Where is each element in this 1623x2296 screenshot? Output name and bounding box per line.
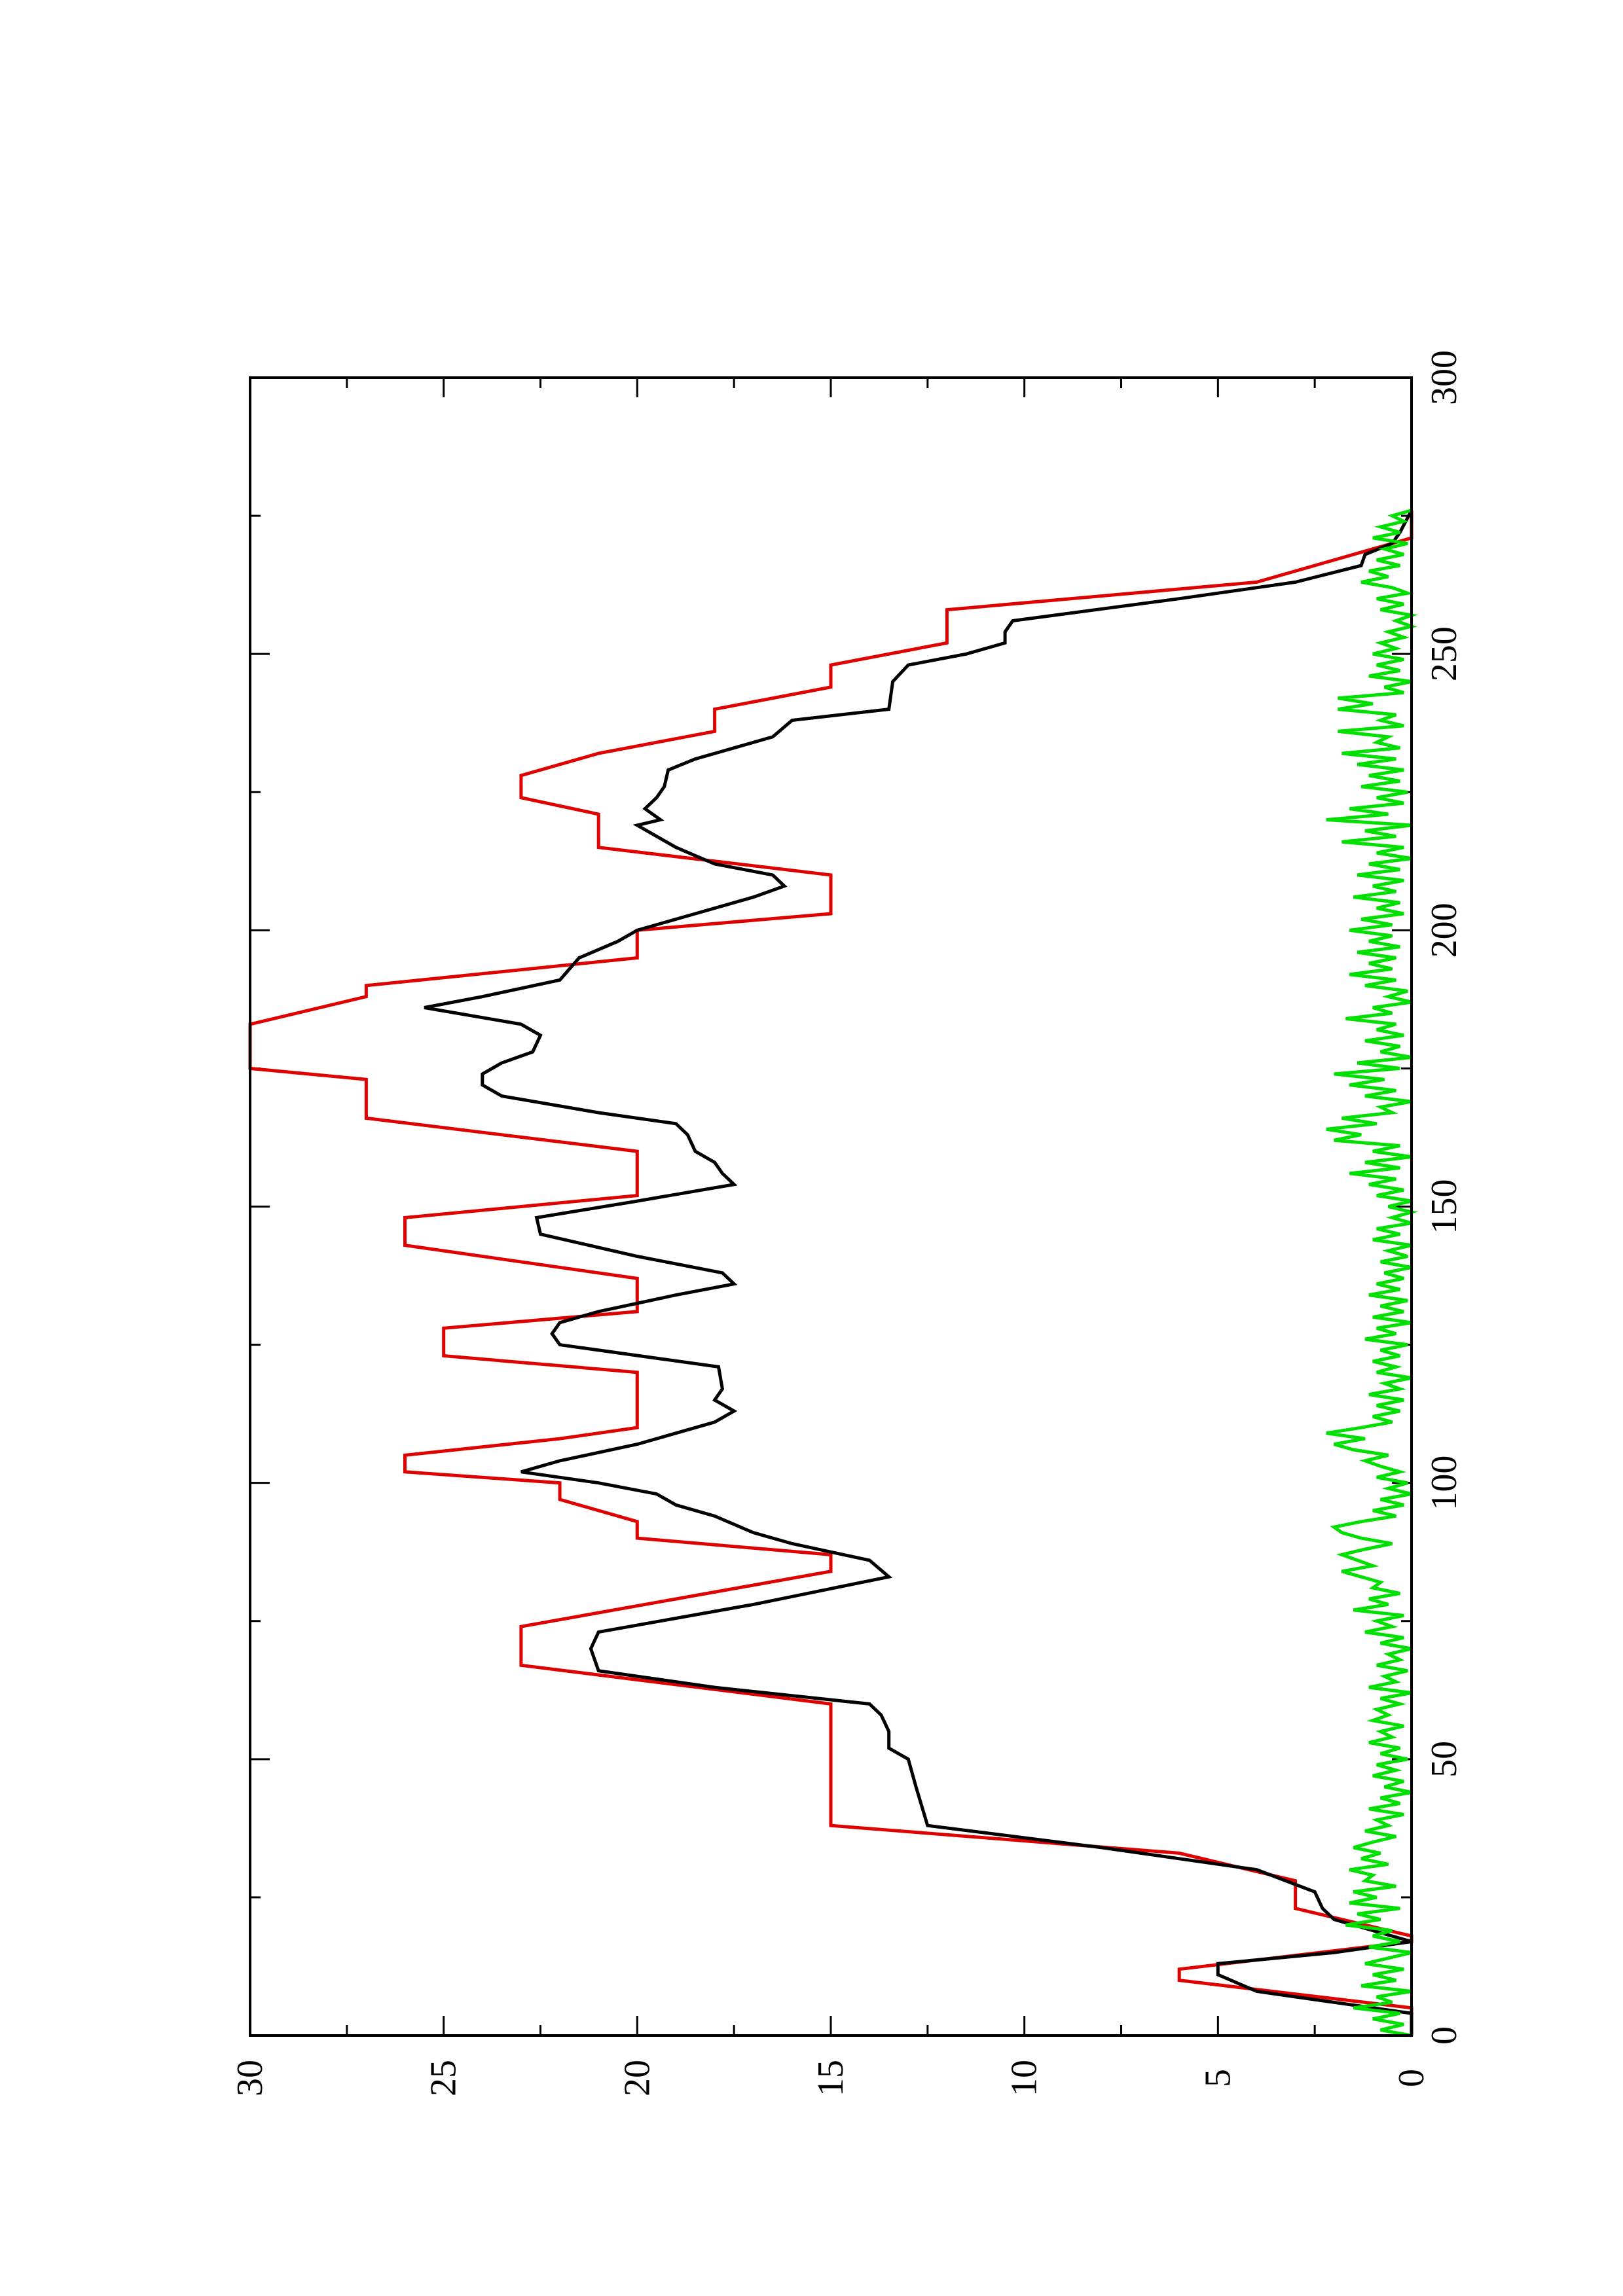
x-tick-label: 300 xyxy=(1424,350,1465,405)
x-tick-label: 200 xyxy=(1424,903,1465,958)
x-tick-label: 150 xyxy=(1424,1179,1465,1234)
x-tick-label: 100 xyxy=(1424,1456,1465,1511)
y-tick-label: 0 xyxy=(1391,2069,1432,2087)
x-tick-label: 250 xyxy=(1424,626,1465,681)
y-tick-label: 30 xyxy=(230,2060,270,2096)
y-tick-label: 5 xyxy=(1197,2069,1238,2087)
y-tick-label: 10 xyxy=(1004,2060,1045,2096)
x-tick-label: 50 xyxy=(1424,1741,1465,1778)
y-tick-label: 20 xyxy=(617,2060,657,2096)
x-tick-label: 0 xyxy=(1424,2026,1465,2045)
y-tick-label: 25 xyxy=(424,2060,464,2096)
y-tick-label: 15 xyxy=(811,2060,851,2096)
